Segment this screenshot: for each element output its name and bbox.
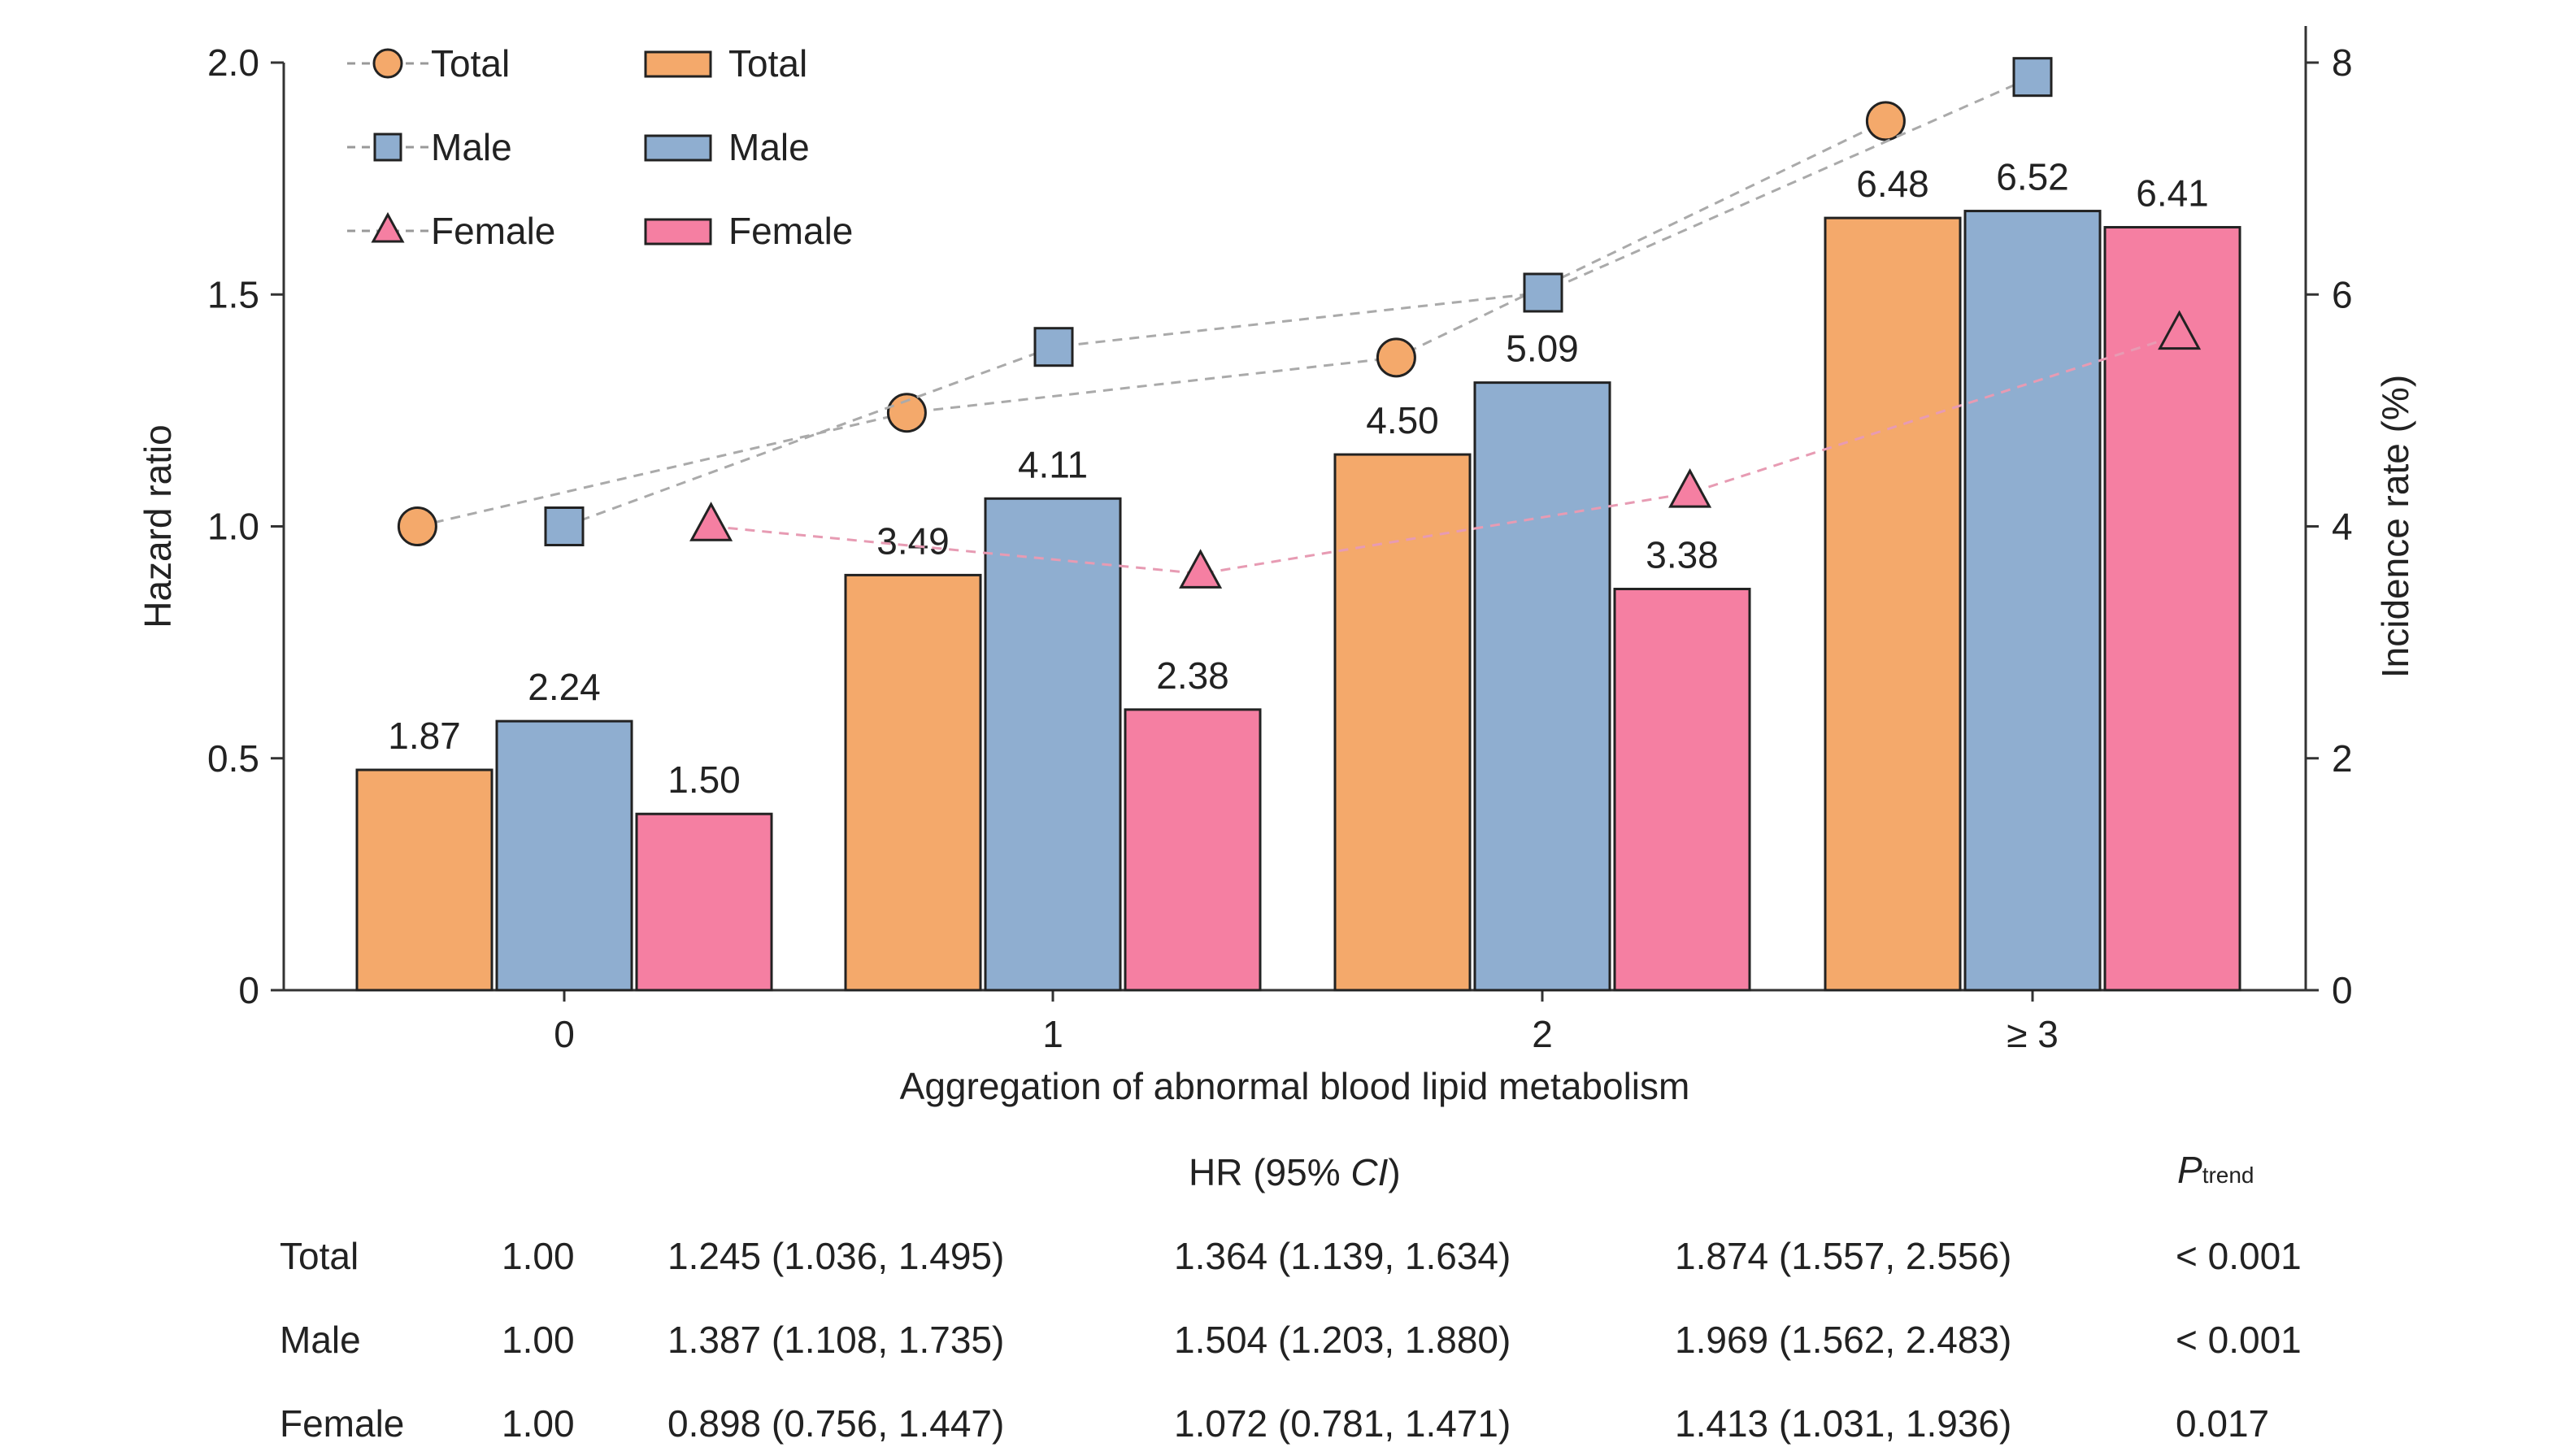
table-cell: 0.898 (0.756, 1.447) bbox=[667, 1402, 1005, 1445]
table-cell: Male bbox=[280, 1319, 361, 1361]
legend-label: Total bbox=[728, 42, 807, 85]
legend-marker-male bbox=[373, 133, 402, 162]
table-cell: < 0.001 bbox=[2176, 1235, 2302, 1277]
legend-label: Female bbox=[431, 210, 555, 252]
marker-total bbox=[397, 506, 437, 546]
bar-value-label: 5.09 bbox=[1506, 328, 1579, 370]
bar-male bbox=[495, 719, 633, 992]
marker-female bbox=[1179, 549, 1223, 589]
legend-marker-total bbox=[372, 48, 403, 79]
bar-total bbox=[1824, 216, 1962, 992]
bar-value-label: 1.87 bbox=[388, 715, 461, 757]
table-cell: 1.00 bbox=[502, 1402, 575, 1445]
marker-male bbox=[1033, 327, 1074, 367]
bar-value-label: 6.48 bbox=[1856, 163, 1929, 205]
legend-swatch-female bbox=[644, 218, 712, 246]
table-cell: Total bbox=[280, 1235, 359, 1277]
line-male bbox=[563, 76, 2033, 528]
line-female bbox=[711, 333, 2181, 576]
legend-label: Total bbox=[431, 42, 510, 85]
table-cell: 1.504 (1.203, 1.880) bbox=[1174, 1319, 1511, 1361]
table-cell: < 0.001 bbox=[2176, 1319, 2302, 1361]
table-cell: 1.00 bbox=[502, 1235, 575, 1277]
x-tick-label: ≥ 3 bbox=[2007, 1013, 2059, 1055]
bar-value-label: 2.24 bbox=[528, 666, 601, 708]
marker-male bbox=[544, 506, 585, 546]
bar-total bbox=[844, 573, 982, 992]
legend-label: Male bbox=[728, 126, 810, 168]
bar-value-label: 4.11 bbox=[1018, 443, 1088, 485]
bar-value-label: 2.38 bbox=[1156, 654, 1229, 697]
y2-axis-title: Incidence rate (%) bbox=[2374, 375, 2416, 678]
bar-value-label: 6.41 bbox=[2136, 172, 2209, 215]
legend-label: Female bbox=[728, 210, 853, 252]
marker-female bbox=[1668, 468, 1712, 508]
y-axis-title: Hazard ratio bbox=[137, 424, 179, 628]
legend-label: Male bbox=[431, 126, 512, 168]
table-cell: 1.072 (0.781, 1.471) bbox=[1174, 1402, 1511, 1445]
table-cell: Female bbox=[280, 1402, 405, 1445]
x-axis-title: Aggregation of abnormal blood lipid meta… bbox=[900, 1065, 1690, 1107]
line-total bbox=[417, 120, 1887, 528]
marker-male bbox=[1523, 272, 1563, 313]
legend-swatch-total bbox=[644, 50, 712, 78]
y-tick-label: 2.0 bbox=[207, 41, 259, 84]
table-header: HR (95% CI) bbox=[1189, 1151, 1401, 1193]
bar-female bbox=[1124, 708, 1262, 992]
bar-total bbox=[1333, 453, 1472, 992]
bar-total bbox=[355, 768, 494, 992]
y2-tick-label: 6 bbox=[2332, 273, 2353, 315]
x-tick-label: 1 bbox=[1042, 1013, 1063, 1055]
x-tick-label: 2 bbox=[1532, 1013, 1553, 1055]
y2-tick-label: 8 bbox=[2332, 41, 2353, 84]
table-cell: 1.245 (1.036, 1.495) bbox=[667, 1235, 1005, 1277]
table-cell: 1.00 bbox=[502, 1319, 575, 1361]
y-tick-label: 0.5 bbox=[207, 737, 259, 780]
legend-marker-female bbox=[371, 211, 405, 243]
marker-total bbox=[886, 393, 927, 433]
table-cell: 1.387 (1.108, 1.735) bbox=[667, 1319, 1005, 1361]
table-cell: 1.969 (1.562, 2.483) bbox=[1675, 1319, 2012, 1361]
y-tick-label: 1.0 bbox=[207, 506, 259, 548]
marker-male bbox=[2012, 57, 2053, 98]
y2-tick-label: 0 bbox=[2332, 969, 2353, 1011]
bar-value-label: 3.38 bbox=[1646, 534, 1719, 576]
table-cell: 1.364 (1.139, 1.634) bbox=[1174, 1235, 1511, 1277]
bar-female bbox=[2103, 226, 2241, 992]
bar-female bbox=[635, 812, 773, 992]
bar-male bbox=[1963, 210, 2102, 992]
y2-tick-label: 4 bbox=[2332, 506, 2353, 548]
bar-value-label: 4.50 bbox=[1366, 399, 1439, 441]
legend-swatch-male bbox=[644, 134, 712, 162]
bar-value-label: 3.49 bbox=[876, 519, 950, 562]
marker-female bbox=[2158, 310, 2202, 350]
ptrend-header: Ptrend bbox=[2177, 1149, 2254, 1191]
table-cell: 1.413 (1.031, 1.936) bbox=[1675, 1402, 2012, 1445]
table-cell: 0.017 bbox=[2176, 1402, 2270, 1445]
marker-total bbox=[1865, 101, 1906, 141]
x-tick-label: 0 bbox=[554, 1013, 575, 1055]
table-cell: 1.874 (1.557, 2.556) bbox=[1675, 1235, 2012, 1277]
y2-tick-label: 2 bbox=[2332, 737, 2353, 780]
marker-total bbox=[1376, 337, 1416, 378]
bar-male bbox=[984, 497, 1122, 992]
bar-value-label: 1.50 bbox=[667, 758, 741, 801]
y-tick-label: 1.5 bbox=[207, 273, 259, 315]
bar-value-label: 6.52 bbox=[1996, 156, 2069, 198]
bar-male bbox=[1473, 381, 1611, 992]
bar-female bbox=[1613, 588, 1751, 992]
marker-female bbox=[689, 502, 733, 541]
y-tick-label: 0 bbox=[238, 969, 259, 1011]
